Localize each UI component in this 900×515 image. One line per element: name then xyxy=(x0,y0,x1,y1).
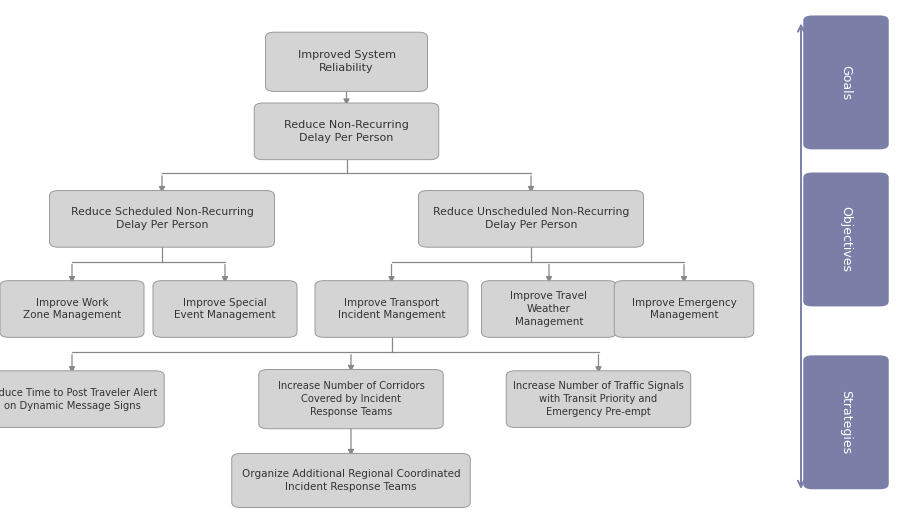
Text: Objectives: Objectives xyxy=(840,207,852,272)
Text: Reduce Scheduled Non-Recurring
Delay Per Person: Reduce Scheduled Non-Recurring Delay Per… xyxy=(70,208,254,230)
FancyBboxPatch shape xyxy=(50,191,274,247)
FancyBboxPatch shape xyxy=(266,32,428,92)
FancyBboxPatch shape xyxy=(506,371,691,427)
FancyBboxPatch shape xyxy=(803,173,888,306)
FancyBboxPatch shape xyxy=(482,281,616,337)
Text: Increase Number of Corridors
Covered by Incident
Response Teams: Increase Number of Corridors Covered by … xyxy=(277,381,425,417)
Text: Improve Travel
Weather
Management: Improve Travel Weather Management xyxy=(510,291,588,327)
Text: Improve Work
Zone Management: Improve Work Zone Management xyxy=(22,298,122,320)
FancyBboxPatch shape xyxy=(0,281,144,337)
Text: Increase Number of Traffic Signals
with Transit Priority and
Emergency Pre-empt: Increase Number of Traffic Signals with … xyxy=(513,381,684,417)
Text: Improve Emergency
Management: Improve Emergency Management xyxy=(632,298,736,320)
FancyBboxPatch shape xyxy=(0,371,164,427)
FancyBboxPatch shape xyxy=(614,281,754,337)
Text: Reduce Non-Recurring
Delay Per Person: Reduce Non-Recurring Delay Per Person xyxy=(284,120,409,143)
FancyBboxPatch shape xyxy=(803,355,888,489)
Text: Reduce Unscheduled Non-Recurring
Delay Per Person: Reduce Unscheduled Non-Recurring Delay P… xyxy=(433,208,629,230)
Text: Goals: Goals xyxy=(840,65,852,100)
Text: Improve Transport
Incident Mangement: Improve Transport Incident Mangement xyxy=(338,298,446,320)
FancyBboxPatch shape xyxy=(803,15,888,149)
Text: Improve Special
Event Management: Improve Special Event Management xyxy=(175,298,275,320)
Text: Improved System
Reliability: Improved System Reliability xyxy=(298,50,395,73)
Text: Organize Additional Regional Coordinated
Incident Response Teams: Organize Additional Regional Coordinated… xyxy=(242,469,460,492)
FancyBboxPatch shape xyxy=(418,191,644,247)
FancyBboxPatch shape xyxy=(315,281,468,337)
FancyBboxPatch shape xyxy=(259,370,443,428)
Text: Strategies: Strategies xyxy=(840,390,852,454)
Text: Reduce Time to Post Traveler Alert
on Dynamic Message Signs: Reduce Time to Post Traveler Alert on Dy… xyxy=(0,388,158,410)
FancyBboxPatch shape xyxy=(153,281,297,337)
FancyBboxPatch shape xyxy=(254,103,438,160)
FancyBboxPatch shape xyxy=(232,453,470,508)
